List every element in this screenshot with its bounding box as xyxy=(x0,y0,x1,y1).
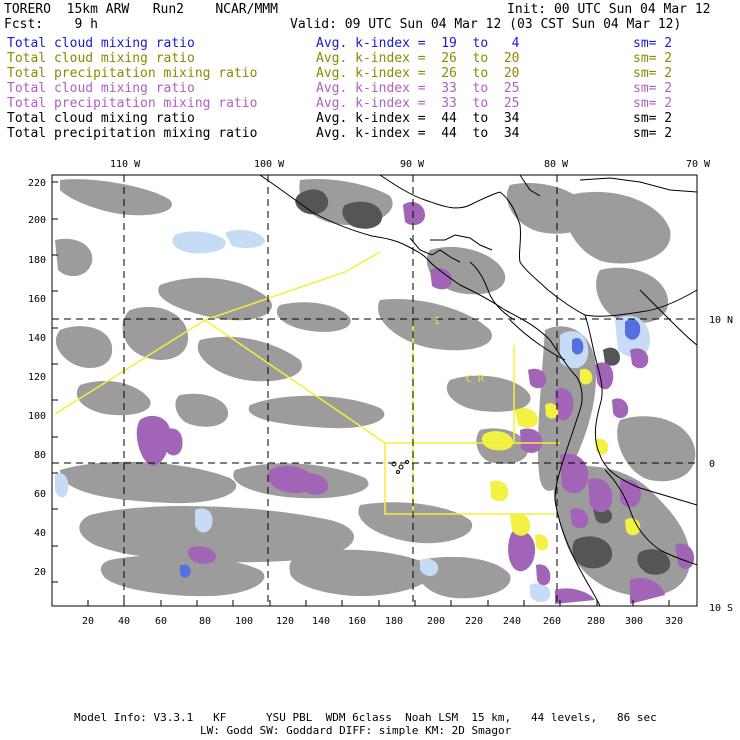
legend-sm: sm= 2 xyxy=(633,126,673,141)
legend-index: Avg. k-index = 44 to 34 xyxy=(316,111,520,126)
x-tick-label: 80 xyxy=(199,616,211,627)
y-tick-label: 100 xyxy=(28,411,46,422)
domain-outline xyxy=(54,251,560,515)
legend-field: Total cloud mixing ratio xyxy=(7,36,195,51)
legend-sm: sm= 2 xyxy=(633,36,673,51)
x-tick-label: 320 xyxy=(665,616,683,627)
forecast-hour: Fcst: 9 h xyxy=(4,17,98,32)
latitude-labels: 10 N 0 10 S xyxy=(709,315,733,614)
lat-label: 0 xyxy=(709,459,715,470)
legend-sm: sm= 2 xyxy=(633,66,673,81)
coastlines xyxy=(259,174,698,607)
x-index-labels: 20 40 60 80 100 120 140 160 180 200 220 … xyxy=(82,616,683,627)
lat-label: 10 N xyxy=(709,315,733,326)
y-tick-label: 40 xyxy=(34,528,46,539)
x-tick-label: 120 xyxy=(276,616,294,627)
y-tick-label: 60 xyxy=(34,489,46,500)
init-time: Init: 00 UTC Sun 04 Mar 12 xyxy=(507,2,711,17)
y-tick-label: 180 xyxy=(28,255,46,266)
x-tick-label: 260 xyxy=(543,616,561,627)
blue-cloud-areas xyxy=(180,319,641,578)
x-tick-label: 240 xyxy=(503,616,521,627)
lat-label: 10 S xyxy=(709,603,733,614)
run-title: TORERO 15km ARW Run2 NCAR/MMM xyxy=(4,2,278,17)
x-tick-label: 60 xyxy=(155,616,167,627)
yellow-cloud-areas xyxy=(481,368,641,551)
galapagos-islands xyxy=(391,460,409,474)
legend-index: Avg. k-index = 19 to 4 xyxy=(316,36,520,51)
longitude-labels: 110 W 100 W 90 W 80 W 70 W xyxy=(110,159,711,170)
x-tick-label: 280 xyxy=(587,616,605,627)
legend-sm: sm= 2 xyxy=(633,111,673,126)
gray-cloud-areas xyxy=(55,178,696,599)
x-tick-label: 100 xyxy=(235,616,253,627)
x-tick-label: 220 xyxy=(465,616,483,627)
country-label-i: I xyxy=(434,316,440,327)
legend-field: Total cloud mixing ratio xyxy=(7,81,195,96)
valid-time: Valid: 09 UTC Sun 04 Mar 12 (03 CST Sun … xyxy=(290,17,682,32)
legend-index: Avg. k-index = 26 to 20 xyxy=(316,66,520,81)
legend-field: Total cloud mixing ratio xyxy=(7,111,195,126)
lon-label: 100 W xyxy=(254,159,285,170)
map-frame xyxy=(51,174,698,607)
x-tick-label: 180 xyxy=(385,616,403,627)
legend-index: Avg. k-index = 26 to 20 xyxy=(316,51,520,66)
legend-sm: sm= 2 xyxy=(633,51,673,66)
legend-sm: sm= 2 xyxy=(633,81,673,96)
y-tick-label: 140 xyxy=(28,333,46,344)
y-tick-label: 120 xyxy=(28,372,46,383)
y-tick-label: 200 xyxy=(28,215,46,226)
y-tick-label: 160 xyxy=(28,294,46,305)
y-tick-label: 220 xyxy=(28,178,46,189)
legend-sm: sm= 2 xyxy=(633,96,673,111)
x-tick-label: 40 xyxy=(118,616,130,627)
legend-index: Avg. k-index = 33 to 25 xyxy=(316,81,520,96)
x-tick-label: 140 xyxy=(312,616,330,627)
y-tick-label: 80 xyxy=(34,450,46,461)
lon-label: 70 W xyxy=(686,159,711,170)
dark-cloud-cores xyxy=(295,189,671,575)
physics-info: LW: Godd SW: Goddard DIFF: simple KM: 2D… xyxy=(200,724,512,737)
legend-field: Total cloud mixing ratio xyxy=(7,51,195,66)
legend-field: Total precipitation mixing ratio xyxy=(7,96,258,111)
lon-label: 110 W xyxy=(110,159,141,170)
country-label-cr: C R xyxy=(466,374,485,385)
legend-field: Total precipitation mixing ratio xyxy=(7,126,258,141)
x-tick-label: 160 xyxy=(348,616,366,627)
model-info: Model Info: V3.3.1 KF YSU PBL WDM 6class… xyxy=(74,711,657,724)
cloud-field xyxy=(55,178,696,604)
legend-index: Avg. k-index = 33 to 25 xyxy=(316,96,520,111)
x-tick-label: 20 xyxy=(82,616,94,627)
lon-label: 80 W xyxy=(544,159,569,170)
map-annotations: I C R xyxy=(434,316,485,385)
legend-field: Total precipitation mixing ratio xyxy=(7,66,258,81)
axis-ticks xyxy=(52,181,670,606)
x-tick-label: 300 xyxy=(625,616,643,627)
y-index-labels: 220 200 180 160 140 120 100 80 60 40 20 … xyxy=(28,178,46,578)
lon-label: 90 W xyxy=(400,159,425,170)
x-tick-label: 200 xyxy=(427,616,445,627)
legend-index: Avg. k-index = 44 to 34 xyxy=(316,126,520,141)
y-tick-label: 20 xyxy=(34,567,46,578)
